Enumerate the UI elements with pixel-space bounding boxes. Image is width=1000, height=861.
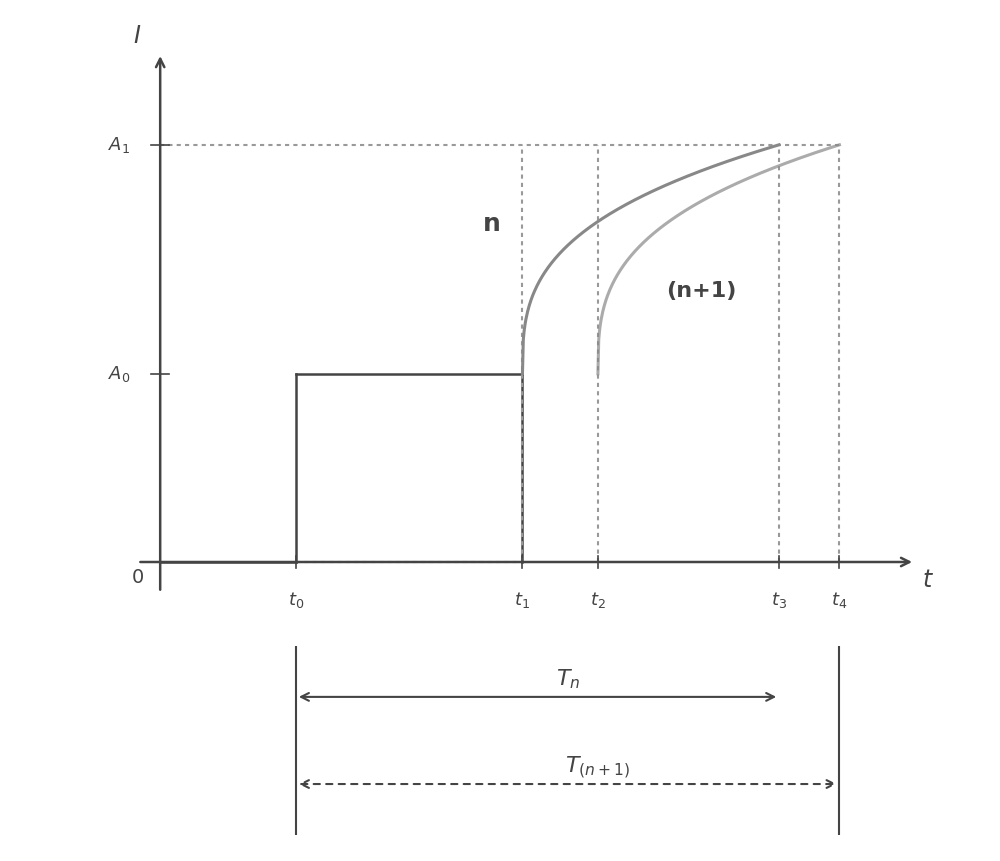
Text: $I$: $I$ [133, 24, 142, 48]
Text: $0$: $0$ [131, 567, 144, 586]
Text: $t_0$: $t_0$ [288, 590, 304, 610]
Text: $A_1$: $A_1$ [108, 135, 130, 155]
Text: n: n [483, 213, 501, 236]
Text: $T_{(n+1)}$: $T_{(n+1)}$ [565, 754, 631, 781]
Text: $t_1$: $t_1$ [514, 590, 530, 610]
Text: $t_2$: $t_2$ [590, 590, 606, 610]
Text: (n+1): (n+1) [666, 282, 736, 301]
Text: $A_0$: $A_0$ [108, 363, 130, 384]
Text: $t$: $t$ [922, 568, 934, 592]
Text: $t_3$: $t_3$ [771, 590, 787, 610]
Text: $t_4$: $t_4$ [831, 590, 848, 610]
Text: $T_n$: $T_n$ [556, 667, 580, 691]
